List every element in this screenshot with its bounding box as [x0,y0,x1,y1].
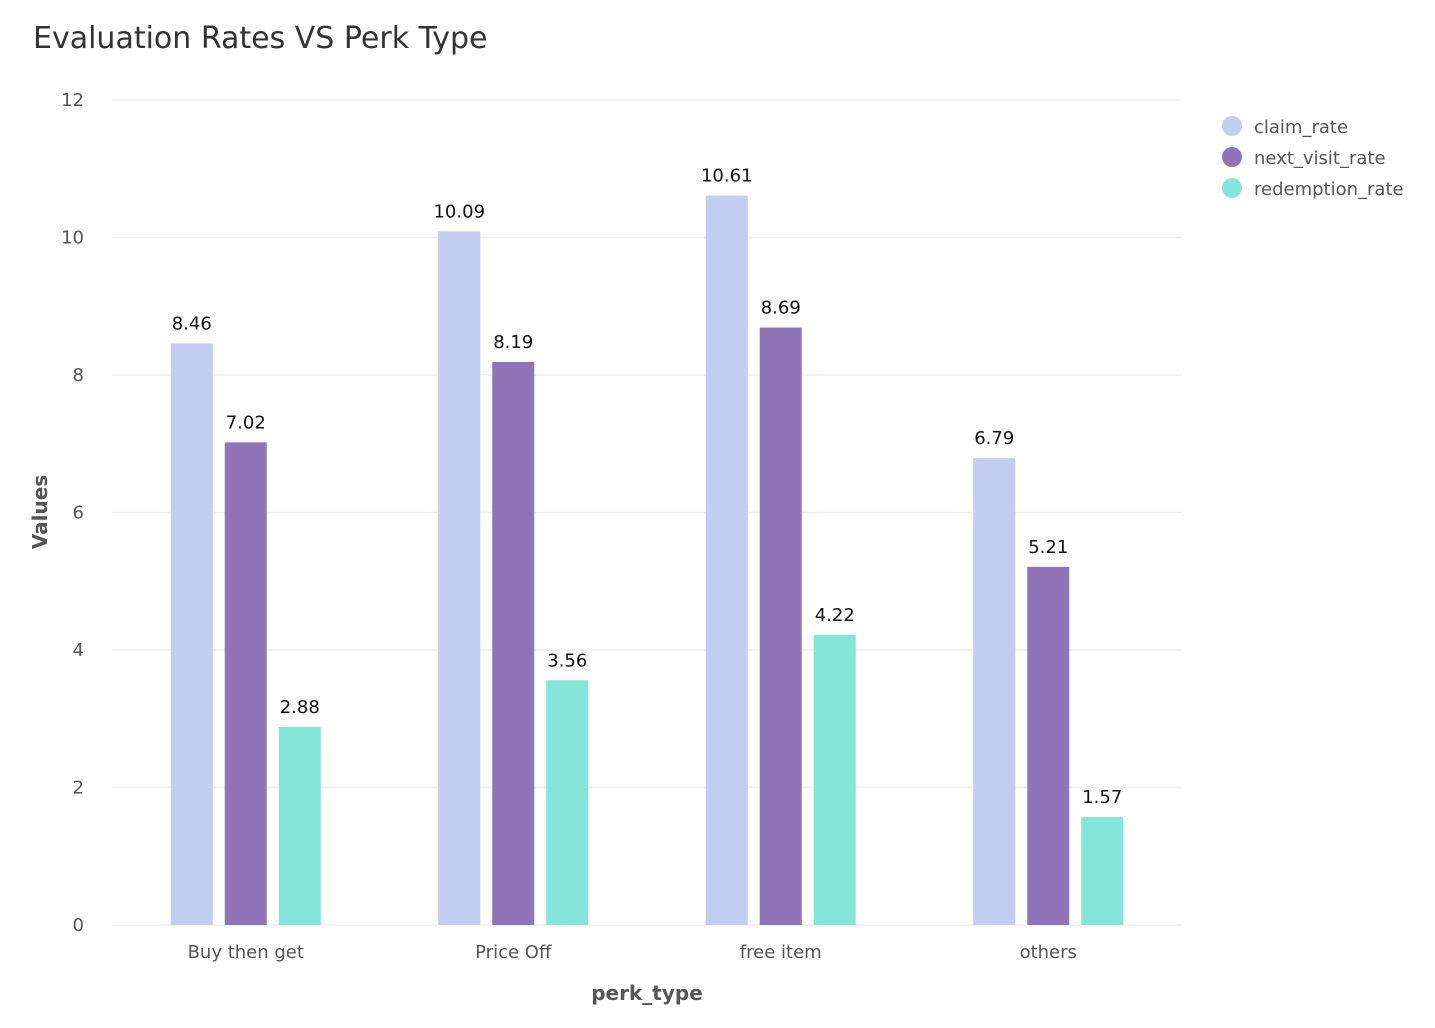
data-label: 10.61 [701,166,753,187]
bar-redemption_rate-1[interactable] [546,680,589,925]
y-axis-title: Values [28,475,52,549]
y-tick-label: 8 [73,365,84,386]
data-label: 7.02 [226,412,266,433]
data-label: 1.57 [1082,787,1122,808]
legend-swatch [1222,116,1242,136]
data-label: 8.69 [761,298,801,319]
legend-label: next_visit_rate [1254,148,1386,169]
data-label: 6.79 [974,428,1014,449]
bar-claim_rate-1[interactable] [438,231,481,925]
legend: claim_rate next_visit_rate redemption_rate [1222,116,1404,200]
bar-claim_rate-3[interactable] [973,458,1016,925]
y-tick-label: 6 [73,503,84,524]
data-label: 4.22 [815,605,855,626]
data-label: 10.09 [433,201,485,222]
data-label: 5.21 [1028,537,1068,558]
bar-claim_rate-2[interactable] [705,195,748,925]
legend-swatch [1222,178,1242,198]
x-axis-ticks: Buy then get Price Off free item others [188,942,1077,963]
x-axis-title: perk_type [591,981,703,1005]
bar-next_visit_rate-0[interactable] [224,442,267,925]
bars [170,195,1124,925]
bar-next_visit_rate-2[interactable] [759,327,802,925]
x-tick-label: free item [740,942,822,963]
legend-item-claim_rate[interactable]: claim_rate [1222,116,1348,138]
y-tick-label: 0 [73,915,84,936]
legend-item-next_visit_rate[interactable]: next_visit_rate [1222,147,1386,169]
bar-claim_rate-0[interactable] [170,343,213,925]
data-label: 8.19 [493,332,533,353]
legend-swatch [1222,147,1242,167]
bar-redemption_rate-0[interactable] [278,727,321,925]
gridlines [112,99,1182,926]
y-axis-ticks: 0 2 4 6 8 10 12 [61,90,84,936]
data-label: 2.88 [280,697,320,718]
y-tick-label: 12 [61,90,84,111]
bar-next_visit_rate-1[interactable] [492,361,535,925]
y-tick-label: 4 [73,640,84,661]
bar-redemption_rate-3[interactable] [1081,817,1124,925]
bar-redemption_rate-2[interactable] [813,634,856,925]
legend-label: claim_rate [1254,117,1348,138]
data-label: 8.46 [172,313,212,334]
legend-label: redemption_rate [1254,179,1404,200]
legend-item-redemption_rate[interactable]: redemption_rate [1222,178,1404,200]
data-label: 3.56 [547,650,587,671]
y-tick-label: 2 [73,778,84,799]
x-tick-label: others [1020,942,1077,963]
bar-next_visit_rate-3[interactable] [1027,566,1070,925]
data-labels: 8.46 7.02 2.88 10.09 8.19 3.56 10.61 8.69 4.22 6.… [172,166,1123,809]
x-tick-label: Buy then get [188,942,304,963]
chart-title: Evaluation Rates VS Perk Type [33,21,488,56]
y-tick-label: 10 [61,228,84,249]
x-tick-label: Price Off [475,942,552,963]
